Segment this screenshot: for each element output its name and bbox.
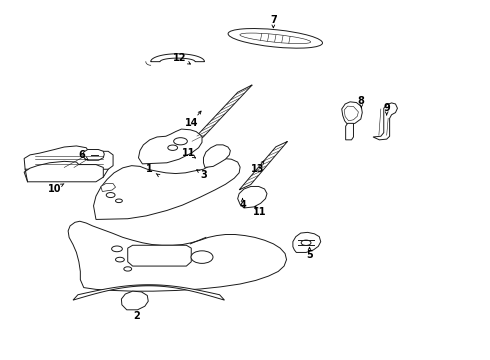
Ellipse shape xyxy=(106,193,115,198)
Polygon shape xyxy=(239,141,288,190)
Text: 3: 3 xyxy=(200,170,207,180)
Text: 14: 14 xyxy=(185,118,198,128)
Text: 8: 8 xyxy=(358,96,365,106)
Ellipse shape xyxy=(168,145,177,150)
Text: 11: 11 xyxy=(182,148,196,158)
Polygon shape xyxy=(101,184,116,192)
Ellipse shape xyxy=(116,199,122,203)
Ellipse shape xyxy=(173,138,187,145)
Text: 10: 10 xyxy=(48,184,61,194)
Text: 11: 11 xyxy=(253,207,267,217)
Polygon shape xyxy=(344,106,358,121)
Polygon shape xyxy=(151,54,204,62)
Polygon shape xyxy=(94,158,240,220)
Ellipse shape xyxy=(301,240,311,246)
Polygon shape xyxy=(189,85,252,144)
Text: 2: 2 xyxy=(133,311,140,321)
Polygon shape xyxy=(342,102,362,125)
Polygon shape xyxy=(139,129,202,164)
Ellipse shape xyxy=(240,33,311,44)
Ellipse shape xyxy=(191,251,213,264)
Ellipse shape xyxy=(112,246,122,252)
Text: 12: 12 xyxy=(173,53,187,63)
Polygon shape xyxy=(238,186,267,208)
Polygon shape xyxy=(122,291,148,310)
Text: 1: 1 xyxy=(147,164,153,174)
Polygon shape xyxy=(128,245,191,266)
Ellipse shape xyxy=(228,28,322,48)
Polygon shape xyxy=(73,285,224,300)
Text: 13: 13 xyxy=(250,164,264,174)
Text: 7: 7 xyxy=(270,15,277,26)
Ellipse shape xyxy=(124,267,132,271)
Polygon shape xyxy=(373,103,397,140)
Polygon shape xyxy=(24,146,113,169)
Polygon shape xyxy=(293,232,321,252)
Text: 9: 9 xyxy=(383,103,390,113)
Ellipse shape xyxy=(116,257,124,262)
Polygon shape xyxy=(68,221,287,291)
Polygon shape xyxy=(203,145,230,167)
Text: 6: 6 xyxy=(78,150,85,160)
Polygon shape xyxy=(24,161,103,182)
Polygon shape xyxy=(345,123,353,140)
Text: 4: 4 xyxy=(239,200,246,210)
Polygon shape xyxy=(83,149,104,160)
Text: 5: 5 xyxy=(306,250,313,260)
